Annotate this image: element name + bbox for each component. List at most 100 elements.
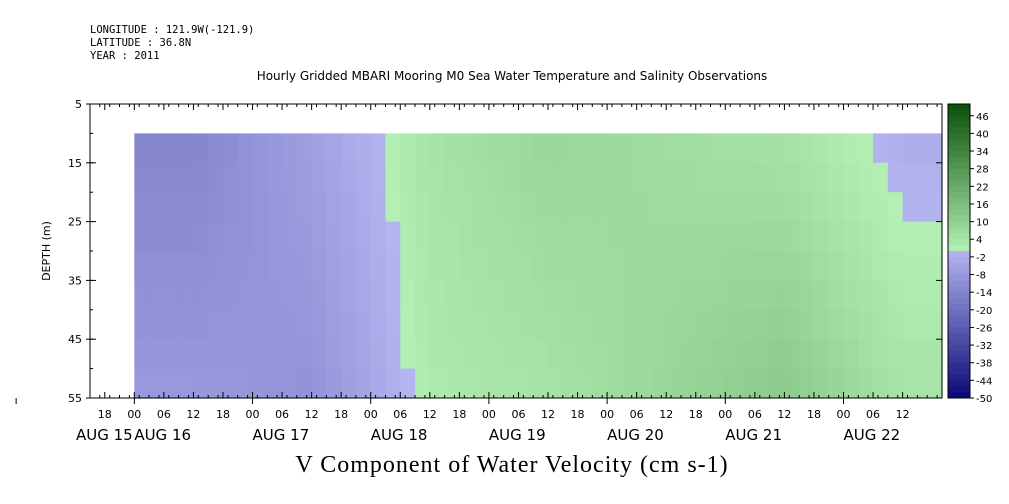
- heatmap-cell: [917, 162, 933, 193]
- heatmap-cell: [577, 368, 593, 399]
- colorbar-tick-label: 16: [976, 200, 989, 211]
- colorbar-swatch: [948, 350, 970, 358]
- heatmap-cell: [178, 221, 195, 252]
- heatmap-cell: [134, 339, 150, 370]
- heatmap-cell: [577, 162, 593, 193]
- colorbar-swatch: [948, 321, 970, 328]
- heatmap-cell: [577, 133, 593, 164]
- heatmap-cell: [282, 280, 298, 311]
- heatmap-cell: [917, 192, 933, 223]
- heatmap-cell: [134, 368, 150, 399]
- colorbar-swatch: [948, 233, 970, 240]
- heatmap-cell: [503, 368, 520, 399]
- heatmap-cell: [208, 221, 224, 252]
- y-axis-label: DEPTH (m): [40, 221, 53, 281]
- heatmap-cell: [267, 251, 283, 281]
- heatmap-cell: [178, 162, 195, 193]
- colorbar-tick-label: -8: [976, 271, 986, 282]
- heatmap-cell: [607, 251, 623, 281]
- heatmap-cell: [282, 339, 298, 370]
- heatmap-cell: [813, 133, 830, 164]
- x-hour-label: 06: [630, 408, 644, 421]
- heatmap-cell: [134, 309, 150, 340]
- heatmap-cell: [400, 192, 416, 223]
- heatmap-cell: [710, 221, 726, 252]
- heatmap-cell: [577, 280, 593, 311]
- heatmap-cell: [695, 309, 712, 340]
- heatmap-cell: [725, 368, 741, 399]
- colorbar-tick-label: 10: [976, 218, 989, 229]
- heatmap-cell: [518, 280, 534, 311]
- heatmap-cell: [370, 133, 387, 164]
- heatmap-cell: [680, 280, 697, 311]
- heatmap-cell: [385, 133, 401, 164]
- heatmap-cell: [651, 280, 667, 311]
- x-day-label: AUG 15: [76, 426, 133, 444]
- heatmap-cell: [163, 309, 180, 340]
- heatmap-cell: [341, 192, 357, 223]
- heatmap-cell: [444, 133, 460, 164]
- heatmap-cell: [607, 280, 623, 311]
- heatmap-cell: [237, 339, 254, 370]
- colorbar-frame: [947, 103, 971, 399]
- heatmap-cell: [828, 251, 845, 281]
- heatmap-cell: [666, 280, 682, 311]
- heatmap-cell: [178, 133, 195, 164]
- heatmap-cell: [326, 280, 342, 311]
- heatmap-cell: [415, 133, 431, 164]
- heatmap-cell: [459, 192, 475, 223]
- heatmap-cell: [725, 280, 741, 311]
- heatmap-cell: [621, 221, 638, 252]
- heatmap-cell: [474, 221, 490, 252]
- heatmap-cell: [459, 221, 475, 252]
- heatmap-cell: [813, 280, 830, 311]
- y-tick-label: 45: [68, 333, 82, 346]
- heatmap-cell: [355, 162, 372, 193]
- heatmap-cell: [385, 221, 401, 252]
- x-hour-label: 12: [896, 408, 910, 421]
- heatmap-cell: [222, 280, 239, 311]
- heatmap-cell: [370, 162, 387, 193]
- heatmap-cell: [887, 280, 904, 311]
- heatmap-cell: [134, 133, 150, 164]
- heatmap-cell: [680, 251, 697, 281]
- heatmap-cell: [533, 192, 549, 223]
- heatmap-cell: [843, 309, 859, 340]
- heatmap-cell: [282, 133, 298, 164]
- heatmap-cell: [887, 133, 904, 164]
- x-day-label: AUG 16: [134, 426, 191, 444]
- heatmap-cell: [355, 192, 372, 223]
- heatmap-cell: [873, 368, 889, 399]
- heatmap-cell: [267, 280, 283, 311]
- heatmap-cell: [858, 280, 874, 311]
- heatmap-cell: [828, 280, 845, 311]
- colorbar-tick-label: -20: [976, 306, 992, 317]
- heatmap-cell: [799, 309, 815, 340]
- heatmap-cell: [429, 280, 446, 311]
- heatmap-cell: [370, 192, 387, 223]
- heatmap-cell: [902, 221, 918, 252]
- heatmap-cell: [932, 192, 943, 223]
- heatmap-cell: [651, 309, 667, 340]
- heatmap-cell: [592, 309, 608, 340]
- heatmap-cell: [355, 339, 372, 370]
- heatmap-cell: [710, 251, 726, 281]
- heatmap-cell: [163, 133, 180, 164]
- heatmap-cell: [695, 339, 712, 370]
- heatmap-cell: [813, 339, 830, 370]
- heatmap-cell: [769, 133, 785, 164]
- heatmap-cell: [754, 309, 771, 340]
- heatmap-cell: [163, 221, 180, 252]
- heatmap-cell: [828, 162, 845, 193]
- heatmap-cell: [355, 368, 372, 399]
- heatmap-cell: [828, 339, 845, 370]
- colorbar-swatch: [948, 221, 970, 228]
- heatmap-cell: [621, 280, 638, 311]
- heatmap-cell: [193, 162, 209, 193]
- heatmap-cell: [784, 280, 800, 311]
- heatmap-cell: [769, 192, 785, 223]
- heatmap-cell: [488, 221, 505, 252]
- heatmap-cell: [725, 221, 741, 252]
- heatmap-cell: [178, 368, 195, 399]
- heatmap-cell: [784, 339, 800, 370]
